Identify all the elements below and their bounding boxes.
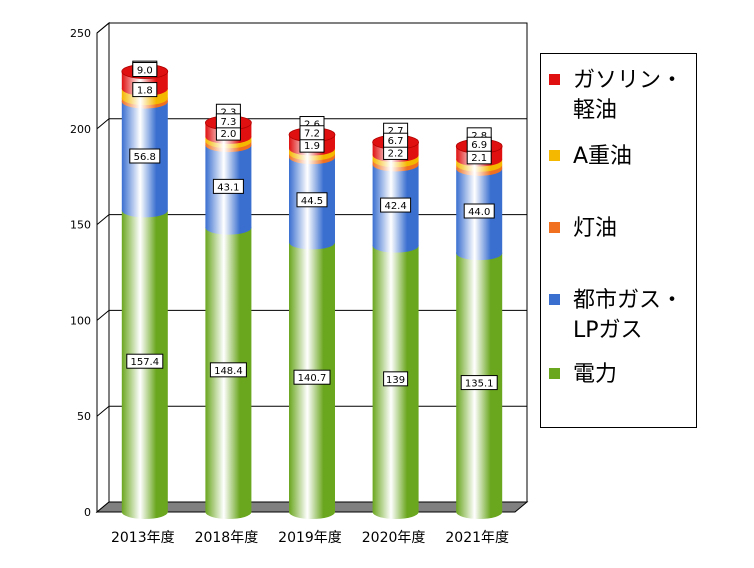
svg-text:9.0: 9.0 [137, 66, 153, 77]
data-label: 56.8 [129, 148, 161, 164]
data-label: 6.9 [466, 136, 492, 152]
svg-text:44.5: 44.5 [301, 196, 323, 207]
svg-text:7.2: 7.2 [304, 129, 320, 140]
bar-segment-base [372, 505, 419, 519]
legend-label: A重油 [573, 144, 633, 169]
legend-swatch [549, 74, 560, 85]
svg-text:2.7: 2.7 [388, 126, 404, 137]
svg-text:1.8: 1.8 [137, 86, 153, 97]
svg-text:7.3: 7.3 [220, 117, 236, 128]
legend-swatch [549, 222, 560, 233]
gridline [96, 118, 527, 130]
y-tick-label: 0 [84, 506, 91, 519]
bar-segment-base [289, 505, 335, 519]
svg-text:2.0: 2.0 [220, 129, 236, 140]
data-label: 139 [383, 371, 409, 387]
svg-text:135.1: 135.1 [465, 379, 494, 390]
svg-text:2.3: 2.3 [220, 107, 236, 118]
data-label: 44.0 [463, 203, 495, 219]
legend-swatch [549, 294, 560, 305]
data-label: 7.2 [299, 125, 325, 141]
y-tick-label: 200 [70, 123, 91, 136]
data-label: 9.0 [132, 62, 158, 78]
data-label: 7.3 [215, 113, 241, 129]
svg-text:140.7: 140.7 [298, 373, 327, 384]
data-label: 157.4 [126, 353, 164, 369]
y-axis-ticks: 0 50 100 150 200 250 [70, 27, 91, 519]
data-label: 140.7 [293, 369, 331, 385]
legend-label: ガソリン・ 軽油 [573, 68, 684, 123]
svg-text:139: 139 [386, 375, 405, 386]
bar-segment-base [205, 505, 252, 519]
data-label: 43.1 [212, 178, 244, 194]
legend-label: 電力 [573, 362, 618, 387]
data-label: 42.4 [380, 197, 412, 213]
svg-text:2.8: 2.8 [471, 131, 487, 142]
bar-segment-base [289, 235, 335, 250]
svg-text:157.4: 157.4 [130, 357, 159, 368]
x-category-label: 2019年度 [278, 530, 342, 546]
legend: ガソリン・ 軽油 A重油灯油都市ガス・ LPガス電力 [540, 53, 697, 428]
x-category-label: 2013年度 [111, 530, 175, 546]
y-tick-label: 150 [70, 219, 91, 232]
svg-text:6.9: 6.9 [471, 140, 487, 151]
bar-segment-base [456, 505, 503, 519]
y-tick-label: 50 [77, 410, 91, 423]
svg-text:42.4: 42.4 [384, 201, 406, 212]
legend-label: 都市ガス・ LPガス [573, 288, 684, 343]
data-label: 148.4 [209, 362, 247, 378]
data-labels: 157.456.81.84.99.0148.443.12.02.37.3140.… [126, 60, 498, 391]
data-label: 2.1 [466, 149, 492, 165]
svg-text:44.0: 44.0 [468, 207, 490, 218]
svg-text:56.8: 56.8 [134, 152, 156, 163]
svg-text:148.4: 148.4 [214, 366, 243, 377]
y-tick-label: 100 [70, 314, 91, 327]
bar-segment-base [205, 220, 252, 235]
svg-text:2.2: 2.2 [388, 148, 404, 159]
data-label: 1.9 [299, 137, 325, 153]
svg-text:6.7: 6.7 [388, 136, 404, 147]
gridline [96, 22, 527, 34]
x-category-label: 2018年度 [195, 530, 259, 546]
data-label: 135.1 [460, 375, 498, 391]
y-tick-label: 250 [70, 27, 91, 40]
data-label: 1.8 [132, 82, 158, 98]
data-label: 6.7 [383, 132, 409, 148]
svg-text:2.6: 2.6 [304, 120, 320, 131]
x-axis-categories: 2013年度 2018年度 2019年度 2020年度 2021年度 [111, 530, 509, 546]
data-label: 2.0 [215, 125, 241, 141]
legend-swatch [549, 150, 560, 161]
svg-text:2.1: 2.1 [471, 153, 487, 164]
x-category-label: 2020年度 [362, 530, 426, 546]
x-category-label: 2021年度 [445, 530, 509, 546]
bar-segment-base [121, 505, 168, 519]
bar-segment-base [121, 203, 168, 218]
bar-segment-base [372, 238, 419, 253]
svg-text:1.9: 1.9 [304, 141, 320, 152]
bar-segment-base [456, 246, 503, 261]
svg-text:43.1: 43.1 [217, 182, 239, 193]
data-label: 44.5 [296, 192, 328, 208]
legend-label: 灯油 [573, 216, 618, 241]
legend-swatch [549, 368, 560, 379]
